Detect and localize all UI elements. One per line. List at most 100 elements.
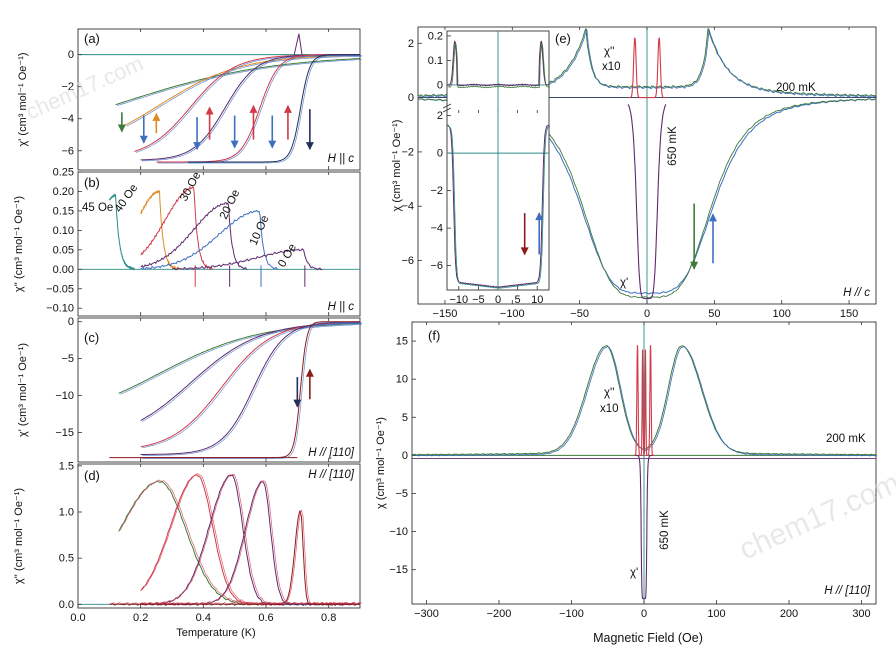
arrow-head-down — [139, 135, 148, 144]
arrow-head-down — [690, 261, 699, 270]
arrow-head-down — [268, 140, 277, 149]
chi-double-prime-curve — [118, 480, 361, 606]
y-tick-label: −15 — [389, 564, 408, 576]
panel-a: 0 −2 −4 −6 (a) H || c χ' (cm³ mol⁻¹ Oe⁻¹) — [17, 28, 362, 171]
arrow-head-down — [117, 124, 126, 133]
chi-double-prime-curve-fc — [110, 509, 362, 605]
x-tick-label: 50 — [708, 308, 720, 320]
y-tick-label: −6 — [430, 260, 443, 272]
y-tick-label: −0.05 — [46, 283, 74, 295]
x-tick-label: −100 — [559, 608, 584, 620]
y-tick-label: 0.0 — [59, 599, 74, 611]
panel-label: (a) — [84, 31, 100, 46]
y-tick-label: 0.05 — [53, 244, 74, 256]
axis-break — [442, 103, 452, 109]
y-tick-label: 10 — [396, 374, 408, 386]
x-tick-label: 0 — [495, 294, 501, 306]
x-tick-label: −200 — [487, 608, 512, 620]
chi-prime-curve-fc — [116, 59, 362, 107]
chi-prime-curve — [115, 58, 361, 106]
field-condition: H // c — [843, 287, 870, 299]
y-tick-label: 0 — [68, 316, 74, 328]
chi-double-prime-curve-fc — [142, 474, 362, 605]
chi-prime-650mk — [627, 104, 667, 300]
arrow-head-up — [305, 368, 314, 377]
y-tick-label: 0.10 — [53, 225, 74, 237]
y-tick-label: 5 — [402, 412, 408, 424]
inset-chi-prime — [446, 124, 550, 289]
chi-prime-curve — [187, 54, 360, 163]
panel-b: 0.25 0.20 0.15 0.10 0.05 0.00 −0.05 −0.10 45 Oe 4… — [13, 167, 361, 317]
transition-spike — [293, 33, 303, 55]
field-condition: H || c — [328, 153, 355, 165]
chi-double-prime-curve — [140, 201, 248, 271]
axis-break — [442, 107, 452, 113]
chi-double-prime-curve-fc — [142, 480, 362, 605]
y-tick-label: −5 — [395, 488, 408, 500]
panel-a-frame — [77, 28, 361, 171]
x10-label: x10 — [602, 61, 621, 73]
200mk-label: 200 mK — [826, 433, 866, 445]
x-tick-label: −50 — [570, 308, 589, 320]
watermark-left: chem17.com — [22, 50, 147, 124]
y-tick-label: −0.10 — [46, 303, 74, 315]
x-tick-label: 5 — [515, 294, 521, 306]
chi-prime-curve-fc — [142, 322, 362, 459]
panel-b-frame — [77, 171, 361, 317]
field-label: 10 Oe — [248, 214, 272, 248]
y-tick-label: 0 — [68, 49, 74, 61]
y-tick-label: 0 — [437, 79, 443, 91]
x-tick-label: −5 — [472, 294, 485, 306]
y-tick-label: −4 — [430, 223, 443, 235]
x-tick-label: 150 — [840, 308, 858, 320]
inset-chi-prime-b — [447, 125, 551, 289]
chi-double-prime-curve — [140, 209, 279, 270]
chi-prime-curve-fc — [142, 322, 362, 449]
x-tick-label: 0.0 — [70, 612, 85, 624]
y-tick-label: 1.5 — [59, 460, 74, 472]
panel-d: 0.0 0.5 1.0 1.5 0.0 0.2 0.4 0.6 0.8 (d) H // [110]… — [13, 460, 362, 624]
y-tick-label: 2 — [437, 110, 443, 122]
panel-label: (f) — [428, 328, 440, 343]
chi-double-prime-curve-fc — [141, 473, 362, 605]
x-tick-label: 0.6 — [258, 612, 273, 624]
y-tick-label: −5 — [61, 353, 74, 365]
y-tick-label: 2 — [408, 38, 414, 50]
right-x-axis-title: Magnetic Field (Oe) — [593, 631, 703, 645]
panel-label: (e) — [555, 31, 571, 46]
y-axis-title: χ' (cm³ mol⁻¹ Oe⁻¹) — [17, 52, 29, 146]
chi-prime-label: χ' — [620, 277, 628, 289]
chi-double-prime-curve — [108, 192, 135, 272]
x-tick-label: −100 — [500, 308, 525, 320]
x-tick-label: 100 — [707, 608, 725, 620]
y-tick-label: −10 — [389, 526, 408, 538]
y-tick-label: 15 — [396, 336, 408, 348]
x-tick-label: 300 — [852, 608, 870, 620]
y-tick-label: 0.1 — [428, 55, 443, 67]
x-tick-label: −10 — [449, 294, 468, 306]
chi-prime-curve — [134, 54, 360, 152]
panel-f: 15 10 5 0 −5 −10 −15 −300 −200 −100 0 100 200 300 χ'' x… — [375, 322, 878, 620]
y-tick-label: 0 — [408, 92, 414, 104]
arrow-head-up — [152, 112, 161, 121]
x-tick-label: −150 — [433, 308, 458, 320]
arrow-head-up — [205, 106, 214, 115]
x-tick-label: 10 — [531, 294, 543, 306]
chi-double-prime-200mk-return — [413, 346, 878, 457]
panel-e-inset: 0.2 0.1 0 2 0 −2 −4 −6 −10 −5 0 5 10 — [428, 30, 551, 306]
y-tick-label: −6 — [401, 255, 414, 267]
x10-label: x10 — [600, 403, 619, 415]
panel-label: (c) — [84, 330, 99, 345]
y-tick-label: 0.25 — [53, 167, 74, 179]
y-tick-label: 0.15 — [53, 205, 74, 217]
chi-prime-curve-fc — [142, 322, 362, 456]
y-tick-label: 0 — [402, 450, 408, 462]
x-tick-label: −300 — [414, 608, 439, 620]
chi-prime-curve — [140, 321, 361, 455]
chi-double-prime-650mk — [633, 345, 655, 456]
panel-d-frame — [77, 463, 361, 609]
x-tick-label: 200 — [780, 608, 798, 620]
y-tick-label: −2 — [61, 81, 74, 93]
chi-prime-curve — [140, 321, 361, 448]
field-label: 45 Oe — [82, 202, 113, 214]
